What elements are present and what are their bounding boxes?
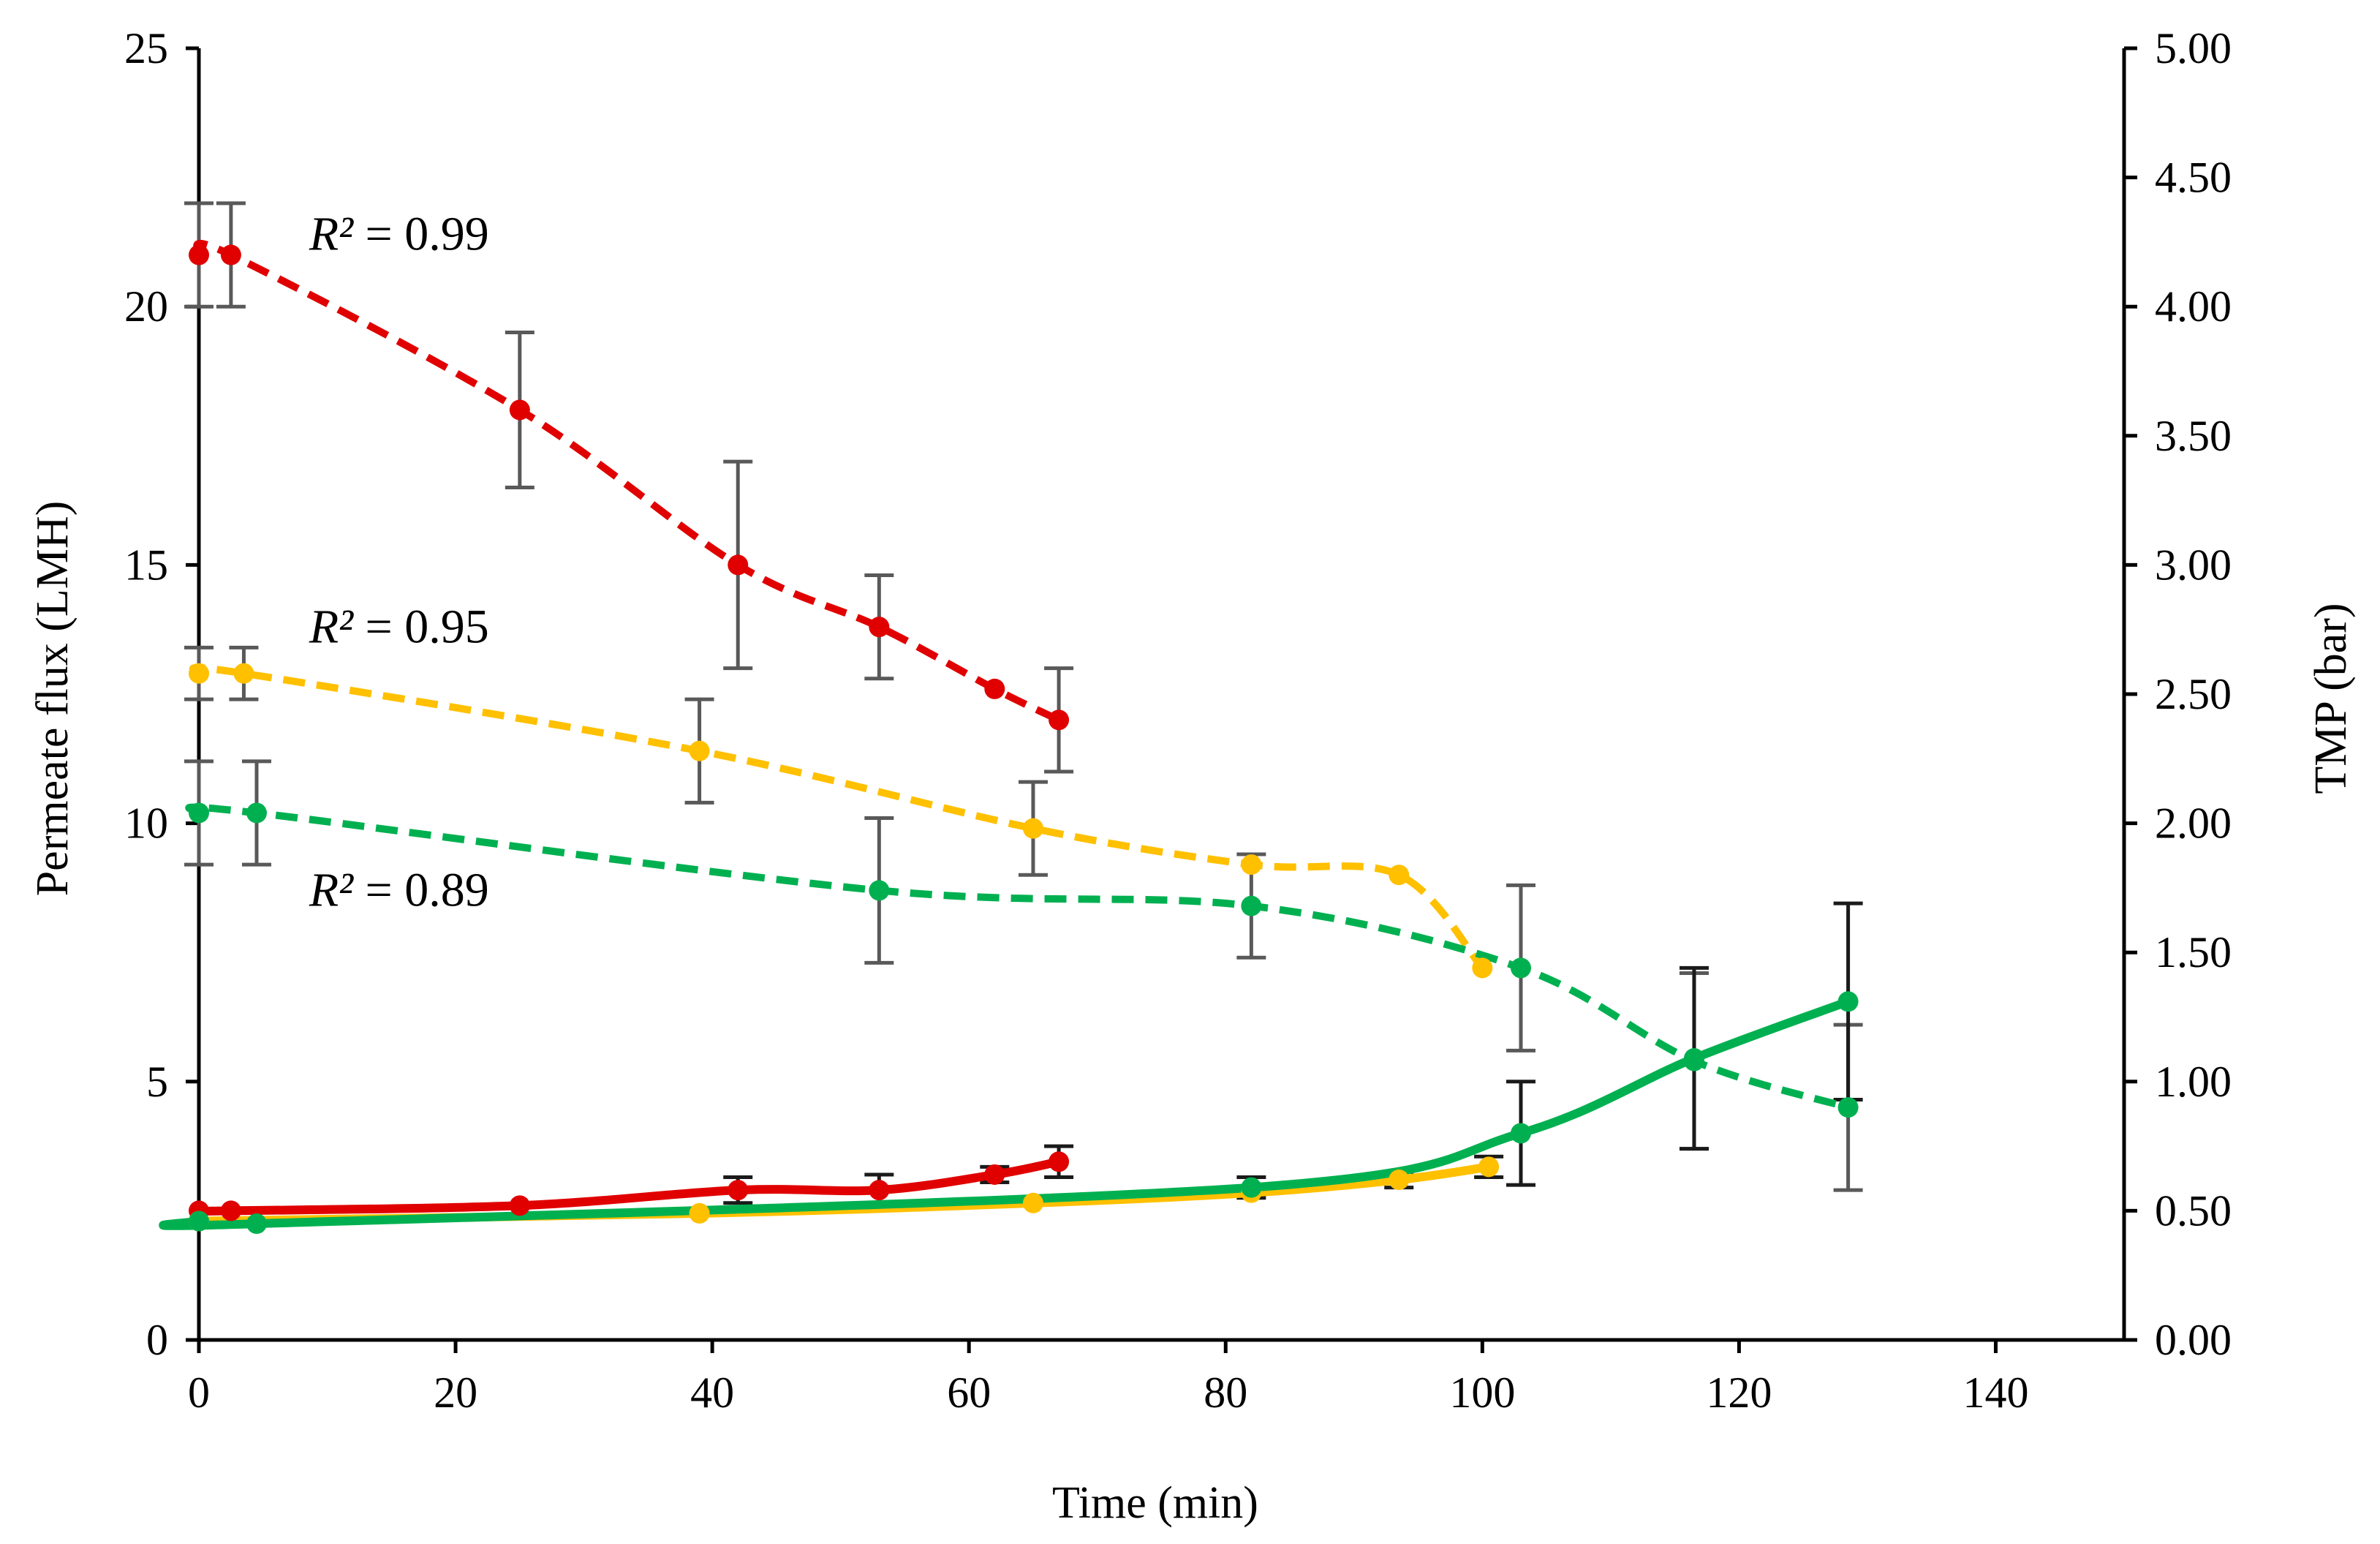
- flux-green-point: [869, 880, 890, 901]
- flux-yellow-point: [689, 740, 710, 761]
- y-tick-label: 25: [124, 24, 168, 72]
- flux-green-point: [1837, 1097, 1859, 1118]
- y2-tick-label: 0.50: [2155, 1186, 2232, 1235]
- tmp-yellow-point: [1022, 1192, 1043, 1213]
- flux-green-point: [246, 802, 267, 824]
- flux-yellow-point: [189, 663, 209, 684]
- tmp-green-point: [1510, 1123, 1531, 1144]
- y-axis-title: Permeate flux (LMH): [28, 501, 78, 897]
- tmp-red-point: [509, 1195, 530, 1216]
- tmp-red-point: [220, 1200, 241, 1221]
- tmp-green-point: [1683, 1048, 1704, 1069]
- flux-yellow-point: [1022, 818, 1043, 839]
- flux-green-point: [189, 802, 209, 824]
- y2-tick-label: 4.50: [2155, 154, 2232, 202]
- tmp-green-point: [189, 1210, 209, 1232]
- y2-tick-label: 4.00: [2155, 282, 2232, 331]
- tmp-red-point: [728, 1180, 749, 1201]
- x-tick-label: 100: [1449, 1368, 1515, 1417]
- y-tick-label: 0: [146, 1316, 168, 1364]
- flux-green-point: [1510, 957, 1531, 979]
- series-layer: [159, 201, 1863, 1235]
- flux-yellow-point: [1241, 854, 1262, 875]
- tmp-green-point: [246, 1213, 267, 1235]
- y-tick-label: 10: [124, 799, 168, 848]
- x-tick-label: 60: [947, 1368, 991, 1417]
- tmp-red-line: [192, 1157, 1060, 1216]
- flux-yellow-point: [233, 663, 254, 684]
- tmp-green-point: [1241, 1177, 1262, 1198]
- flux-red-line: [193, 239, 1061, 723]
- flux-yellow-point: [1472, 957, 1493, 979]
- x-tick-label: 20: [434, 1368, 477, 1417]
- axes: 0 20 40 60 80 100 120 140 0 5 10 15 20 25 0.00 0.50 1.00…: [124, 24, 2232, 1417]
- x-tick-label: 120: [1706, 1368, 1772, 1417]
- tmp-yellow-point: [689, 1202, 710, 1224]
- flux-red-point: [220, 244, 241, 266]
- tmp-red-point: [1049, 1151, 1070, 1172]
- tmp-yellow-point: [1389, 1170, 1410, 1191]
- tmp-yellow-point: [1478, 1156, 1500, 1178]
- flux-green-line: [185, 803, 1850, 1111]
- y2-axis-title: TMP (bar): [2306, 603, 2356, 794]
- y2-tick-label: 5.00: [2155, 24, 2232, 72]
- flux-red-r2-label: R² = 0.99: [309, 207, 489, 260]
- x-tick-label: 140: [1962, 1368, 2028, 1417]
- y2-tick-label: 2.50: [2155, 670, 2232, 718]
- y2-tick-label: 2.00: [2155, 799, 2232, 848]
- flux-red-point: [189, 244, 209, 266]
- flux-red-point: [728, 554, 749, 576]
- flux-red-point: [509, 399, 530, 421]
- flux-yellow-r2-label: R² = 0.95: [309, 600, 489, 653]
- x-axis-title: Time (min): [1052, 1478, 1258, 1528]
- y-tick-label: 5: [146, 1058, 168, 1106]
- flux-red-point: [1049, 709, 1070, 731]
- flux-yellow-line: [189, 663, 1486, 971]
- series-point-layer: [189, 244, 1859, 1235]
- flux-yellow-point: [1389, 865, 1410, 886]
- tmp-green-point: [1837, 991, 1859, 1012]
- tmp-green-line: [159, 997, 1850, 1230]
- y2-tick-label: 3.50: [2155, 412, 2232, 460]
- x-tick-label: 80: [1204, 1368, 1247, 1417]
- flux-green-point: [1241, 895, 1262, 916]
- y2-tick-label: 0.00: [2155, 1316, 2232, 1364]
- flux-red-point: [869, 617, 890, 638]
- x-tick-label: 0: [188, 1368, 210, 1417]
- y2-tick-label: 3.00: [2155, 541, 2232, 589]
- tmp-red-point: [984, 1164, 1005, 1185]
- y-tick-label: 20: [124, 282, 168, 331]
- flux-green-r2-label: R² = 0.89: [309, 864, 489, 917]
- flux-red-point: [984, 678, 1005, 699]
- x-tick-label: 40: [690, 1368, 734, 1417]
- y2-tick-label: 1.00: [2155, 1058, 2232, 1106]
- series-line-layer: [159, 239, 1850, 1230]
- tmp-red-point: [869, 1180, 890, 1201]
- y2-tick-label: 1.50: [2155, 928, 2232, 976]
- y-tick-label: 15: [124, 541, 168, 589]
- annotation-layer: R² = 0.99 R² = 0.95 R² = 0.89: [309, 207, 489, 916]
